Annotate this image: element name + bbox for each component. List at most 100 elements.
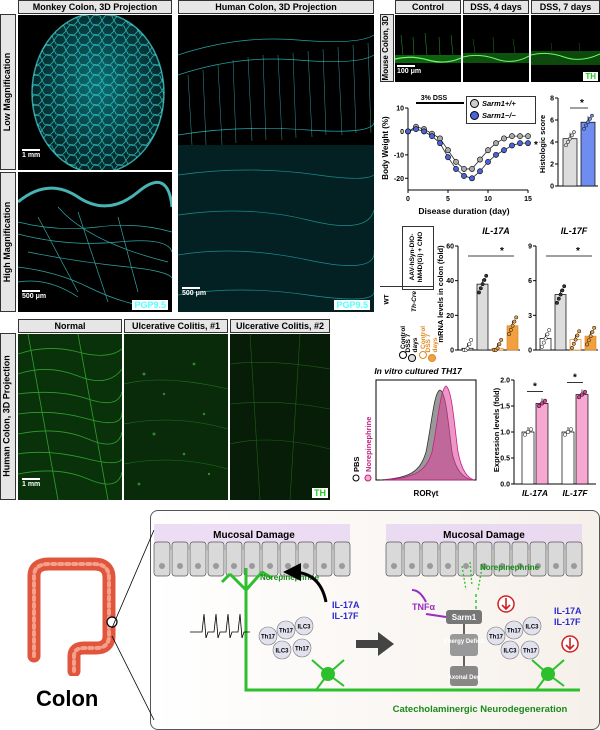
flow-histogram: In vitro cultured TH17 RORγt PBS Norepin…	[352, 366, 477, 498]
right-neuron-dendrites	[531, 659, 565, 691]
epithelial-cell	[547, 541, 565, 577]
histo-point	[566, 140, 570, 144]
immune-cell	[258, 626, 278, 646]
marker-grey	[408, 354, 416, 362]
colon-tube-highlight	[32, 562, 111, 673]
stain-th-b: TH	[583, 72, 598, 81]
weight-ytick-label: 10	[396, 106, 404, 113]
expr-bar	[535, 403, 549, 485]
weight-point	[469, 166, 475, 172]
tnf-label: TNFα	[412, 602, 435, 612]
weight-significance: *	[534, 140, 538, 151]
stain-th-c: TH	[312, 488, 328, 498]
immune-cell-label: ILC3	[297, 625, 311, 631]
scale-1mm-a: 1 mm	[22, 149, 40, 159]
scale-bar-line	[22, 290, 40, 292]
weight-point	[517, 133, 523, 140]
expr-category-label: IL-17F	[562, 488, 588, 498]
epithelial-nucleus	[463, 563, 469, 569]
left-neuron-dendrites	[311, 659, 345, 691]
weight-point	[493, 140, 499, 147]
immune-cell	[500, 640, 520, 660]
scale-bar-line	[182, 287, 200, 289]
epithelial-cell	[457, 541, 475, 577]
expr-category-label: IL-17A	[522, 488, 548, 498]
epithelial-nucleus	[499, 563, 505, 569]
sarm1-label: Sarm1	[452, 613, 477, 622]
colon-drawing	[27, 557, 118, 676]
immune-cell-label: Th17	[507, 629, 522, 635]
il17-charts: mRNA levels in colon (fold) IL-17A IL-17…	[436, 226, 598, 355]
immune-cell-label: Th17	[279, 629, 294, 635]
epithelial-cell	[421, 541, 439, 577]
il17-point	[571, 341, 576, 346]
epithelial-cell	[439, 541, 457, 577]
histologic-score-chart: Histologic score * 0 2 4 6 8	[538, 96, 598, 191]
scale-bar-line	[397, 65, 415, 67]
legend-marker-ko	[470, 110, 479, 120]
row-label-high: High Magnification	[2, 201, 12, 283]
schematic-svg: Mucosal Damage Mucosal Damage Norepineph…	[153, 524, 583, 715]
scale-bar-line	[22, 478, 40, 480]
epithelial-cell	[511, 541, 529, 577]
zoom-line-bottom	[111, 635, 155, 721]
il17-point	[560, 288, 565, 293]
scale-text: 500 μm	[22, 293, 47, 300]
human-colon-svg	[178, 34, 374, 312]
header-human-colon: Human Colon, 3D Projection	[178, 0, 374, 14]
scale-1mm-c: 1 mm	[22, 478, 40, 488]
ne-right: Norepinephrine	[480, 563, 540, 572]
epithelial-nucleus	[391, 563, 397, 569]
immune-cell-label: Th17	[523, 649, 538, 655]
weight-xtick-label: 5	[446, 196, 450, 203]
histo-point	[570, 133, 574, 138]
energy-label: Energy Deficit	[444, 639, 484, 645]
weight-ylabel: Body Weight (%)	[381, 116, 390, 180]
epithelial-cell	[565, 541, 583, 577]
il17-ytick-label: 60	[446, 244, 454, 251]
body-weight-chart: Body Weight (%) Disease duration (day) 3…	[381, 95, 538, 216]
weight-xtick-label: 15	[524, 196, 532, 203]
monkey-colon-high-svg	[18, 172, 172, 308]
il17-ytick-label: 0	[450, 348, 454, 355]
il17-point	[556, 296, 561, 301]
immune-cell-label: ILC3	[275, 649, 289, 655]
design-items: Control DSS 7 days Control DSS 7 days	[382, 316, 439, 362]
epithelial-nucleus	[159, 563, 165, 569]
dashed-axon	[461, 561, 483, 591]
expression-chart: Expression levels (fold) 0.0 0.5 1.0 1.5 2.0…	[492, 373, 596, 498]
energy-text: Energy Deficit	[444, 639, 484, 645]
mouse-colon-dss-7d: TH	[531, 15, 600, 82]
il17-point	[590, 330, 595, 334]
il17-ylabel: mRNA levels in colon (fold)	[436, 245, 445, 343]
scale-bar-line	[22, 149, 40, 151]
mouse-dss7-svg	[531, 42, 600, 65]
epithelial-nucleus	[231, 563, 237, 569]
expr-point	[568, 427, 574, 432]
epithelial-cell	[189, 541, 207, 577]
weight-xtick-label: 0	[406, 196, 410, 203]
scale-text: 100 μm	[397, 68, 422, 75]
human-side-label: Human Colon, 3D Projection	[1, 355, 12, 477]
expr-point	[525, 429, 531, 435]
design-title-wrap: AAV-hSyn-DIO-hM4D(Gi) + CNO	[402, 226, 434, 290]
il17-point	[510, 323, 515, 328]
weight-series-line-1	[407, 128, 528, 179]
histo-point	[588, 117, 592, 121]
right-mucosal-damage: Mucosal Damage	[443, 530, 525, 541]
il17-point	[514, 315, 519, 320]
header-dss-4d: DSS, 4 days	[463, 0, 529, 14]
left-epithelium	[153, 524, 351, 577]
monkey-colon-low-image: 1 mm	[18, 15, 172, 170]
human-uc2-svg	[230, 334, 330, 500]
weight-ytick-label: -10	[394, 152, 404, 159]
mouse-dss4-svg	[463, 36, 529, 63]
design-col-thcre: Th-Cre	[410, 291, 418, 312]
human-uc1-svg	[124, 334, 228, 500]
transition-arrow	[356, 632, 394, 656]
row-label-box-high	[0, 172, 16, 312]
epithelial-nucleus	[571, 563, 577, 569]
il17-point	[575, 333, 580, 338]
epithelial-nucleus	[445, 563, 451, 569]
